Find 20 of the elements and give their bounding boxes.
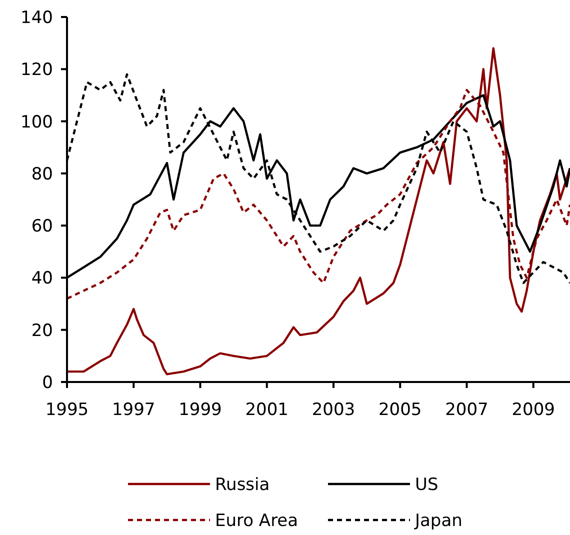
x-tick-label: 1997 bbox=[112, 400, 156, 420]
x-tick-label: 2003 bbox=[312, 400, 356, 420]
legend-label: US bbox=[415, 475, 438, 495]
x-tick-label: 1999 bbox=[178, 400, 222, 420]
x-tick-label: 2001 bbox=[245, 400, 288, 420]
y-tick-label: 20 bbox=[31, 320, 53, 341]
y-tick-label: 80 bbox=[31, 164, 53, 184]
x-tick-label: 1995 bbox=[45, 400, 89, 420]
y-tick-label: 0 bbox=[42, 373, 53, 393]
legend-label: Japan bbox=[414, 511, 462, 531]
y-tick-label: 120 bbox=[20, 60, 53, 80]
y-tick-label: 140 bbox=[20, 8, 53, 28]
y-tick-label: 100 bbox=[20, 112, 53, 132]
legend-label: Russia bbox=[215, 475, 270, 495]
legend-label: Euro Area bbox=[215, 511, 298, 531]
y-tick-label: 40 bbox=[31, 268, 53, 289]
x-tick-label: 2007 bbox=[445, 400, 488, 420]
x-tick-label: 2009 bbox=[512, 400, 555, 420]
y-tick-label: 60 bbox=[31, 216, 53, 237]
x-tick-label: 2005 bbox=[378, 400, 422, 420]
